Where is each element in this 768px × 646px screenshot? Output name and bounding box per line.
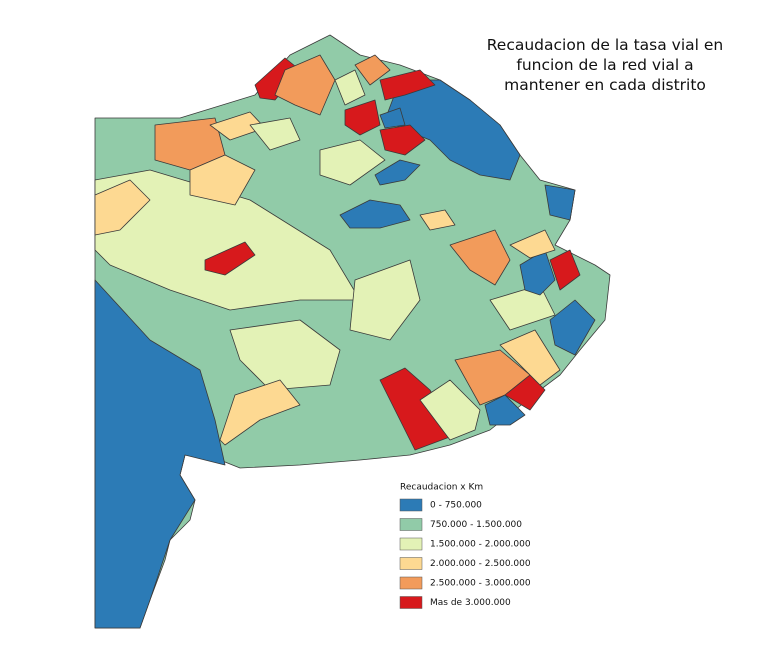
legend-label: 2.500.000 - 3.000.000 xyxy=(430,579,531,589)
district xyxy=(94,179,151,236)
legend-swatch xyxy=(399,596,423,609)
map-title: mantener en cada distrito xyxy=(504,76,706,94)
map-title: Recaudacion de la tasa vial en xyxy=(487,36,724,54)
district xyxy=(94,279,226,629)
district xyxy=(549,249,581,291)
district xyxy=(229,319,341,391)
district xyxy=(354,54,391,86)
district xyxy=(499,329,561,386)
legend-swatch xyxy=(399,557,423,570)
district xyxy=(504,374,546,411)
legend-swatch xyxy=(399,518,423,531)
district xyxy=(419,379,481,441)
legend-label: 2.000.000 - 2.500.000 xyxy=(430,559,531,569)
map-title: funcion de la red vial a xyxy=(516,56,693,74)
district xyxy=(344,99,381,136)
district xyxy=(339,199,411,229)
district xyxy=(484,394,526,426)
district xyxy=(189,154,256,206)
district xyxy=(379,124,426,156)
district xyxy=(219,379,301,446)
province-map xyxy=(94,34,611,629)
district xyxy=(379,69,436,101)
district xyxy=(544,184,576,221)
legend-title: Recaudacion x Km xyxy=(400,483,483,493)
district xyxy=(489,284,556,331)
legend-swatch xyxy=(399,537,423,551)
legend-label: Mas de 3.000.000 xyxy=(430,598,511,608)
district xyxy=(349,259,421,341)
legend-label: 0 - 750.000 xyxy=(430,501,482,511)
district xyxy=(319,139,386,186)
legend-swatch xyxy=(399,576,423,590)
district xyxy=(374,159,421,186)
district xyxy=(419,209,456,231)
district xyxy=(334,69,366,106)
legend-label: 1.500.000 - 2.000.000 xyxy=(430,540,531,550)
legend-swatch xyxy=(399,498,423,512)
district xyxy=(549,299,596,356)
district xyxy=(274,54,336,116)
district xyxy=(509,229,556,259)
legend-label: 750.000 - 1.500.000 xyxy=(430,520,522,530)
district xyxy=(449,229,511,286)
district xyxy=(249,117,301,151)
district xyxy=(379,107,406,129)
legend: 0 - 750.000 750.000 - 1.500.000 1.500.000 … xyxy=(399,498,531,609)
district xyxy=(204,241,256,276)
